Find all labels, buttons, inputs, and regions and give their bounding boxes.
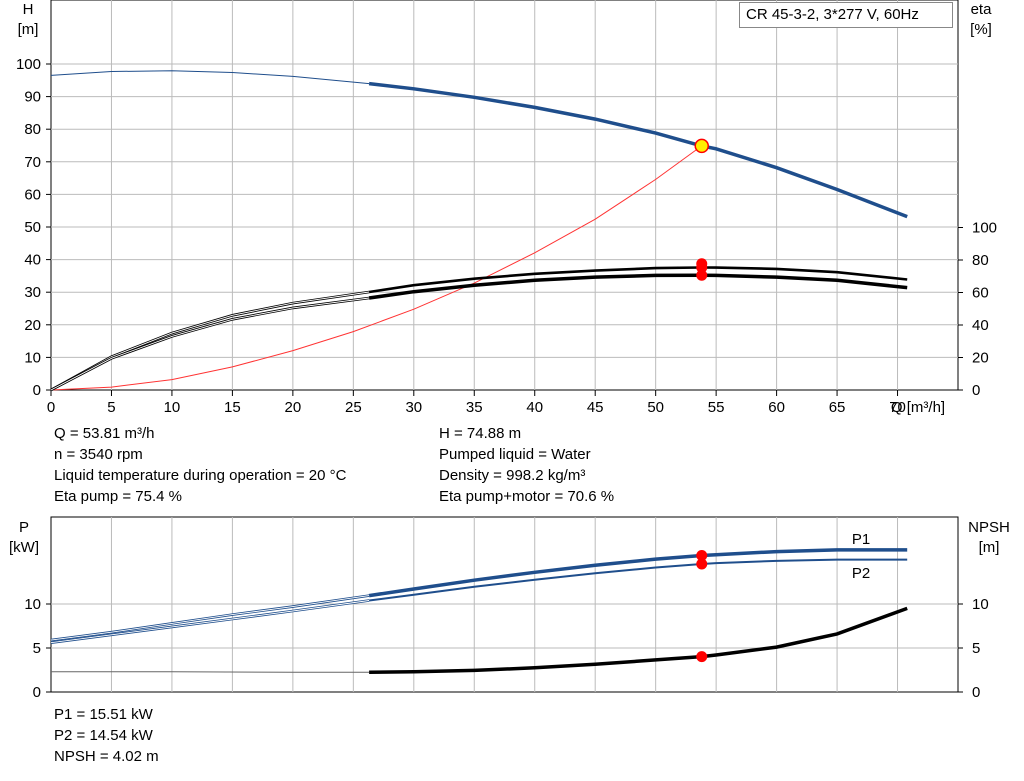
- npsh-curve: [369, 606, 908, 674]
- x-tick-label: 45: [587, 399, 604, 416]
- info-density: Density = 998.2 kg/m³: [439, 467, 586, 484]
- x-tick-label: 70: [889, 399, 906, 416]
- x-tick-label: 20: [285, 399, 302, 416]
- y-left-tick-label: 0: [33, 382, 41, 399]
- bottom-y-right-axis-label: NPSH: [968, 519, 1010, 536]
- bottom-y-left-axis-label: P: [19, 519, 29, 536]
- info-liquid-temperature: Liquid temperature during operation = 20…: [54, 467, 347, 484]
- x-tick-label: 35: [466, 399, 483, 416]
- info-eta-pump: Eta pump = 75.4 %: [54, 488, 182, 505]
- y-right-tick-label: 80: [972, 252, 989, 269]
- y-left-tick-label: 40: [24, 252, 41, 269]
- y-left-tick-label: 10: [24, 349, 41, 366]
- x-tick-label: 55: [708, 399, 725, 416]
- head-curve-extended: [50, 70, 370, 85]
- eta-pump-curve: [368, 266, 908, 294]
- x-tick-label: 50: [647, 399, 664, 416]
- y-right-axis-label: [%]: [970, 21, 992, 38]
- eta-marker-upper: [696, 258, 708, 270]
- bottom-y-right-axis-label: [m]: [979, 539, 1000, 556]
- head-curve: [368, 81, 908, 219]
- eta-pump-motor-marker: [696, 269, 708, 281]
- y-right-axis-label: eta: [971, 1, 993, 18]
- y-left-tick-label: 50: [24, 219, 41, 236]
- x-tick-label: 60: [768, 399, 785, 416]
- p2-series-label: P2: [852, 565, 870, 582]
- y-left-tick-label: 20: [24, 317, 41, 334]
- p1-curve: [368, 548, 908, 598]
- x-tick-label: 15: [224, 399, 241, 416]
- y-left-tick-label: 100: [16, 56, 41, 73]
- y-left-tick-label: 60: [24, 186, 41, 203]
- p1-series-label: P1: [852, 531, 870, 548]
- eta-pump-curve-extended: [50, 290, 370, 392]
- y-right-tick-label: 40: [972, 317, 989, 334]
- eta-pump-motor-curve-extended: [50, 296, 370, 392]
- x-axis-label: Q [m³/h]: [891, 399, 945, 416]
- npsh-marker: [696, 651, 708, 663]
- x-tick-label: 25: [345, 399, 362, 416]
- y-right-tick-label: 60: [972, 285, 989, 302]
- duty-point-marker: [694, 138, 709, 154]
- info-p2: P2 = 14.54 kW: [54, 727, 153, 744]
- info-top-right: H = 74.88 m Pumped liquid = Water Densit…: [439, 423, 614, 507]
- p2-curve: [368, 558, 908, 602]
- y-left-tick-label: 80: [24, 121, 41, 138]
- x-tick-label: 0: [47, 399, 55, 416]
- bottom-y-left-axis-label: [kW]: [9, 539, 39, 556]
- info-top-left: Q = 53.81 m³/h n = 3540 rpm Liquid tempe…: [54, 423, 346, 507]
- bottom-y-left-tick-label: 0: [33, 684, 41, 701]
- p1-curve-extended-inner: [50, 595, 370, 641]
- bottom-y-left-tick-label: 10: [24, 596, 41, 613]
- eta-pump-motor-curve-extended-inner: [50, 297, 370, 391]
- y-left-tick-label: 30: [24, 284, 41, 301]
- chart-title: CR 45-3-2, 3*277 V, 60Hz: [739, 2, 953, 28]
- p1-marker: [696, 550, 708, 562]
- p2-marker: [696, 558, 708, 570]
- y-right-tick-label: 100: [972, 220, 997, 237]
- x-tick-label: 10: [164, 399, 181, 416]
- info-flow: Q = 53.81 m³/h: [54, 425, 155, 442]
- y-right-tick-label: 20: [972, 350, 989, 367]
- y-left-axis-label: H: [23, 1, 34, 18]
- x-tick-label: 30: [405, 399, 422, 416]
- eta-pump-motor-curve: [368, 273, 908, 300]
- system-curve: [50, 145, 702, 391]
- eta-pump-curve-extended-inner: [50, 291, 370, 391]
- x-tick-label: 40: [526, 399, 543, 416]
- info-bottom-left: P1 = 15.51 kW P2 = 14.54 kW NPSH = 4.02 …: [54, 704, 159, 767]
- info-npsh: NPSH = 4.02 m: [54, 748, 159, 765]
- y-left-axis-label: [m]: [18, 21, 39, 38]
- info-p1: P1 = 15.51 kW: [54, 706, 153, 723]
- x-tick-label: 5: [107, 399, 115, 416]
- x-tick-label: 65: [829, 399, 846, 416]
- bottom-y-right-tick-label: 5: [972, 640, 980, 657]
- info-eta-pump-motor: Eta pump+motor = 70.6 %: [439, 488, 615, 505]
- info-speed: n = 3540 rpm: [54, 446, 143, 463]
- info-pumped-liquid: Pumped liquid = Water: [439, 446, 591, 463]
- y-right-tick-label: 0: [972, 382, 980, 399]
- y-left-tick-label: 70: [24, 154, 41, 171]
- bottom-y-right-tick-label: 10: [972, 596, 989, 613]
- top-plot-frame: [50, 0, 959, 391]
- bottom-y-right-tick-label: 0: [972, 684, 980, 701]
- bottom-y-left-tick-label: 5: [33, 640, 41, 657]
- p2-curve-extended-inner: [50, 600, 370, 644]
- info-head: H = 74.88 m: [439, 425, 522, 442]
- y-left-tick-label: 90: [24, 89, 41, 106]
